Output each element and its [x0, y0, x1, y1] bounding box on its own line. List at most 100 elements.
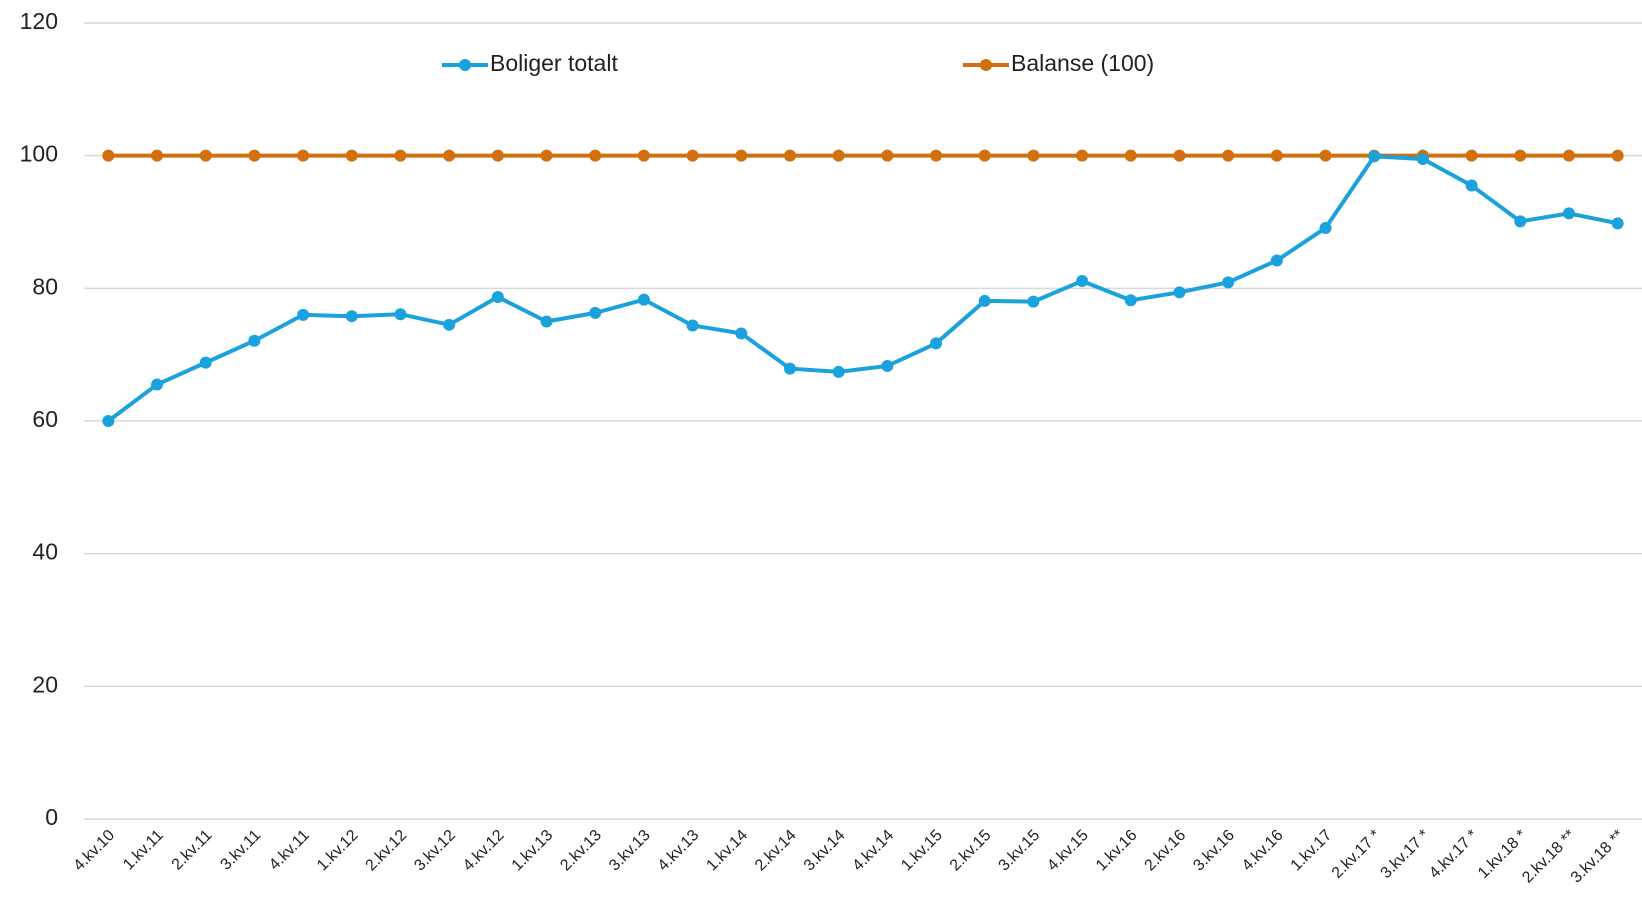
x-tick-label: 4.kv.16 — [1239, 827, 1287, 875]
y-tick-label: 0 — [45, 804, 58, 830]
legend-marker — [459, 59, 471, 71]
y-tick-label: 40 — [32, 539, 58, 565]
point — [443, 318, 456, 331]
point — [297, 149, 310, 162]
point — [735, 149, 748, 162]
y-tick-label: 120 — [20, 8, 58, 34]
x-tick-label: 2.kv.11 — [169, 827, 216, 874]
point — [443, 149, 456, 162]
point — [248, 149, 261, 162]
point — [151, 378, 164, 391]
point — [783, 362, 796, 375]
x-tick-label: 3.kv.12 — [411, 827, 459, 875]
point — [1319, 221, 1332, 234]
point — [1027, 149, 1040, 162]
x-tick-label: 3.kv.14 — [801, 827, 849, 875]
point — [637, 293, 650, 306]
x-tick-label: 4.kv.11 — [266, 827, 313, 874]
point — [199, 356, 212, 369]
point — [297, 308, 310, 321]
point — [540, 149, 553, 162]
point — [1611, 149, 1624, 162]
point — [1076, 149, 1089, 162]
point — [1076, 275, 1089, 288]
y-tick-label: 60 — [32, 406, 58, 432]
point — [1173, 149, 1186, 162]
x-tick-label: 2.kv.13 — [557, 827, 605, 875]
point — [1465, 179, 1478, 192]
point — [881, 149, 894, 162]
y-tick-label: 100 — [20, 141, 58, 167]
point — [1319, 149, 1332, 162]
point — [1611, 217, 1624, 230]
point — [394, 308, 407, 321]
point — [686, 319, 699, 332]
x-tick-label: 3.kv.18 ** — [1568, 827, 1628, 887]
x-tick-label: 4.kv.12 — [460, 827, 508, 875]
x-tick-label: 1.kv.12 — [314, 827, 362, 875]
point — [540, 315, 553, 328]
point — [491, 290, 504, 303]
x-tick-label: 1.kv.11 — [120, 827, 167, 874]
x-tick-label: 4.kv.17 * — [1426, 827, 1481, 882]
x-tick-label: 3.kv.13 — [606, 827, 654, 875]
point — [345, 149, 358, 162]
point — [589, 306, 602, 319]
point — [1416, 152, 1429, 165]
x-tick-label: 2.kv.16 — [1142, 827, 1190, 875]
point — [1124, 149, 1137, 162]
x-tick-label: 4.kv.10 — [70, 827, 118, 875]
y-tick-label: 80 — [32, 273, 58, 299]
x-tick-label: 1.kv.14 — [703, 827, 751, 875]
legend-label: Boliger totalt — [490, 50, 618, 76]
x-tick-label: 2.kv.17 * — [1329, 827, 1384, 882]
point — [783, 149, 796, 162]
series-line — [107, 154, 1619, 423]
x-tick-label: 3.kv.17 * — [1378, 827, 1433, 882]
point — [199, 149, 212, 162]
point — [1270, 254, 1283, 267]
point — [345, 310, 358, 323]
point — [1173, 286, 1186, 299]
point — [686, 149, 699, 162]
point — [881, 359, 894, 372]
x-tick-label: 2.kv.15 — [947, 827, 995, 875]
point — [102, 149, 115, 162]
point — [978, 149, 991, 162]
point — [491, 149, 504, 162]
x-tick-label: 3.kv.16 — [1190, 827, 1238, 875]
x-tick-label: 3.kv.15 — [996, 827, 1044, 875]
x-tick-label: 1.kv.13 — [509, 827, 557, 875]
x-tick-label: 1.kv.16 — [1093, 827, 1141, 875]
point — [1514, 215, 1527, 228]
point — [1465, 149, 1478, 162]
point — [1562, 149, 1575, 162]
point — [1222, 276, 1235, 289]
point — [637, 149, 650, 162]
point — [248, 334, 261, 347]
x-tick-label: 4.kv.14 — [849, 827, 897, 875]
x-tick-label: 2.kv.14 — [752, 827, 800, 875]
x-tick-label: 1.kv.17 — [1288, 827, 1336, 875]
point — [151, 149, 164, 162]
point — [832, 149, 845, 162]
point — [930, 149, 943, 162]
point — [735, 327, 748, 340]
point — [1222, 149, 1235, 162]
point — [930, 337, 943, 350]
point — [1124, 294, 1137, 307]
point — [1270, 149, 1283, 162]
y-tick-label: 20 — [32, 671, 58, 697]
x-tick-label: 3.kv.11 — [217, 827, 264, 874]
x-tick-label: 2.kv.12 — [363, 827, 411, 875]
point — [1027, 295, 1040, 308]
legend-label: Balanse (100) — [1011, 50, 1154, 76]
point — [978, 294, 991, 307]
point — [1514, 149, 1527, 162]
x-tick-label: 1.kv.15 — [898, 827, 946, 875]
point — [832, 365, 845, 378]
point — [1368, 150, 1381, 163]
x-tick-label: 4.kv.15 — [1044, 827, 1092, 875]
point — [394, 149, 407, 162]
